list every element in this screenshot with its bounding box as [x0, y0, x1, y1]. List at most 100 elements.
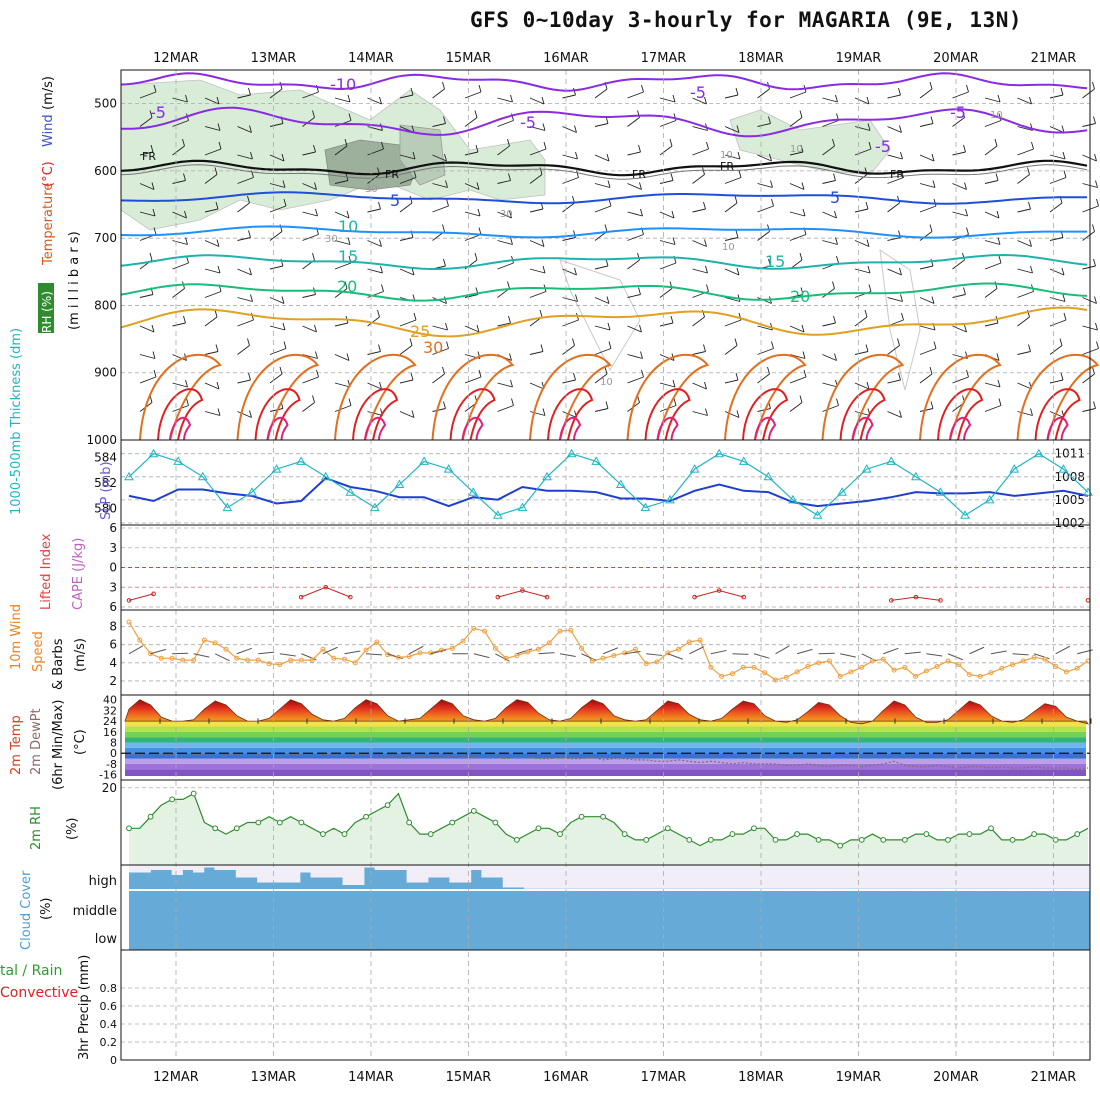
wind-barb-10m	[818, 652, 835, 655]
isotherm-40-lobe	[1046, 416, 1069, 441]
wind-barb	[952, 325, 967, 333]
wind-barb-10m	[559, 653, 576, 658]
wind-barb	[724, 154, 741, 160]
cloud-high-gap	[492, 865, 504, 878]
wind-barb-flag	[639, 182, 642, 190]
wind-speed-point	[902, 664, 908, 670]
wind-barb-flag	[279, 224, 283, 232]
wind-barb-10m	[214, 653, 230, 662]
wind-barb	[497, 262, 514, 270]
rh-point	[1074, 831, 1081, 837]
wind-barb	[757, 231, 770, 241]
wind-barb-flag	[574, 267, 577, 276]
wind-barb-flag	[866, 239, 870, 247]
wind-barb-flag	[868, 141, 872, 150]
wind-barb	[952, 211, 968, 217]
wind-barb	[334, 354, 350, 361]
wind-barb-flag	[477, 208, 481, 217]
wind-barb	[724, 202, 738, 213]
wind-barb-flag	[185, 237, 188, 245]
cloud-high-gap	[865, 865, 877, 889]
wind-barb-flag	[1028, 344, 1031, 352]
wind-barb	[172, 211, 187, 219]
wind-barb	[692, 126, 708, 131]
wind-barb	[919, 154, 935, 162]
wind-speed-point	[1031, 654, 1037, 660]
rh-label-group: RH (%)	[40, 291, 54, 333]
wind-barb-flag	[929, 224, 933, 232]
rh-point	[384, 802, 391, 809]
cloud-high-gap	[812, 865, 824, 889]
wind-barb-flag	[964, 182, 967, 190]
wind-barb	[269, 348, 287, 355]
wind-barb-flag	[381, 284, 384, 292]
wind-barb-flag	[413, 312, 417, 321]
wind-barb-flag	[767, 366, 770, 375]
wind-barb-flag	[606, 153, 610, 162]
precip-convective-label: Convective	[0, 985, 78, 1001]
wind-barb	[659, 97, 676, 103]
wind-speed-point	[665, 650, 671, 656]
contour-label: -5	[150, 103, 166, 122]
date-label-bottom: 19MAR	[836, 1070, 882, 1085]
contour-label: 25	[410, 322, 430, 341]
wind-barb-flag	[508, 315, 511, 324]
slp-marker	[738, 456, 749, 465]
rh-contour-label: 30	[500, 209, 513, 220]
contour-label: 15	[338, 247, 358, 266]
wind-barb	[204, 268, 221, 274]
wind-speed-point	[525, 649, 531, 655]
wind-barb	[659, 120, 677, 127]
wind-barb-flag	[380, 265, 383, 274]
wind-barb-flag	[542, 265, 546, 274]
wind-barb-flag	[867, 123, 871, 131]
cloud-high-gap	[182, 865, 194, 870]
contour-label: 30	[423, 338, 443, 357]
wind-barb-10m	[172, 652, 189, 655]
lifted-index-line	[497, 590, 548, 598]
wind-barb	[302, 325, 317, 333]
wind-barb-flag	[216, 96, 220, 105]
isotherm-30-lobe	[431, 353, 515, 441]
date-label-top: 15MAR	[446, 51, 492, 66]
wind-barb-flag	[900, 294, 903, 302]
rh2unit-label-group: (%)	[65, 818, 80, 841]
wind-barb-flag	[964, 324, 967, 333]
wind-speed-point	[180, 657, 186, 663]
rh-point	[126, 825, 132, 832]
wind-barb	[237, 126, 252, 133]
wind-unit-label: (m/s)	[41, 76, 56, 110]
cloud-high-gap	[844, 865, 856, 889]
contour-label: -5	[875, 137, 891, 156]
wind-barb-flag	[1096, 198, 1099, 207]
isotherm-40-lobe	[851, 416, 874, 441]
wind-speed-point	[654, 659, 660, 665]
wind-barb	[237, 411, 252, 418]
wind-speed-point	[611, 653, 617, 659]
slp-marker	[271, 464, 282, 473]
wind-barb-10m	[646, 653, 663, 656]
wind-barb-flag	[1093, 258, 1096, 267]
wind-barb	[627, 183, 642, 190]
wind-barb	[887, 177, 904, 184]
wind-barb	[497, 382, 513, 388]
wind-barb	[204, 97, 220, 105]
wind-barb	[854, 97, 870, 105]
contour-label: FR	[632, 168, 646, 181]
isotherm-35-lobe	[157, 388, 204, 441]
wind-barb-flag	[768, 116, 771, 124]
cloud-high-gap	[374, 865, 386, 870]
wind-barb-flag	[998, 398, 1002, 406]
slp-marker	[591, 456, 602, 465]
rh-point	[233, 825, 240, 832]
rh-point	[470, 808, 477, 814]
wind-barb-flag	[605, 401, 609, 409]
wind-speed-point	[503, 655, 509, 661]
wind-speed-point	[826, 658, 832, 664]
rh-point	[557, 831, 563, 837]
wind-speed-point	[956, 662, 962, 668]
isotherm-35-lobe	[742, 388, 789, 441]
wind-barb-flag	[314, 182, 317, 190]
wind-barb	[594, 408, 609, 412]
wind-barb-flag	[930, 258, 934, 267]
